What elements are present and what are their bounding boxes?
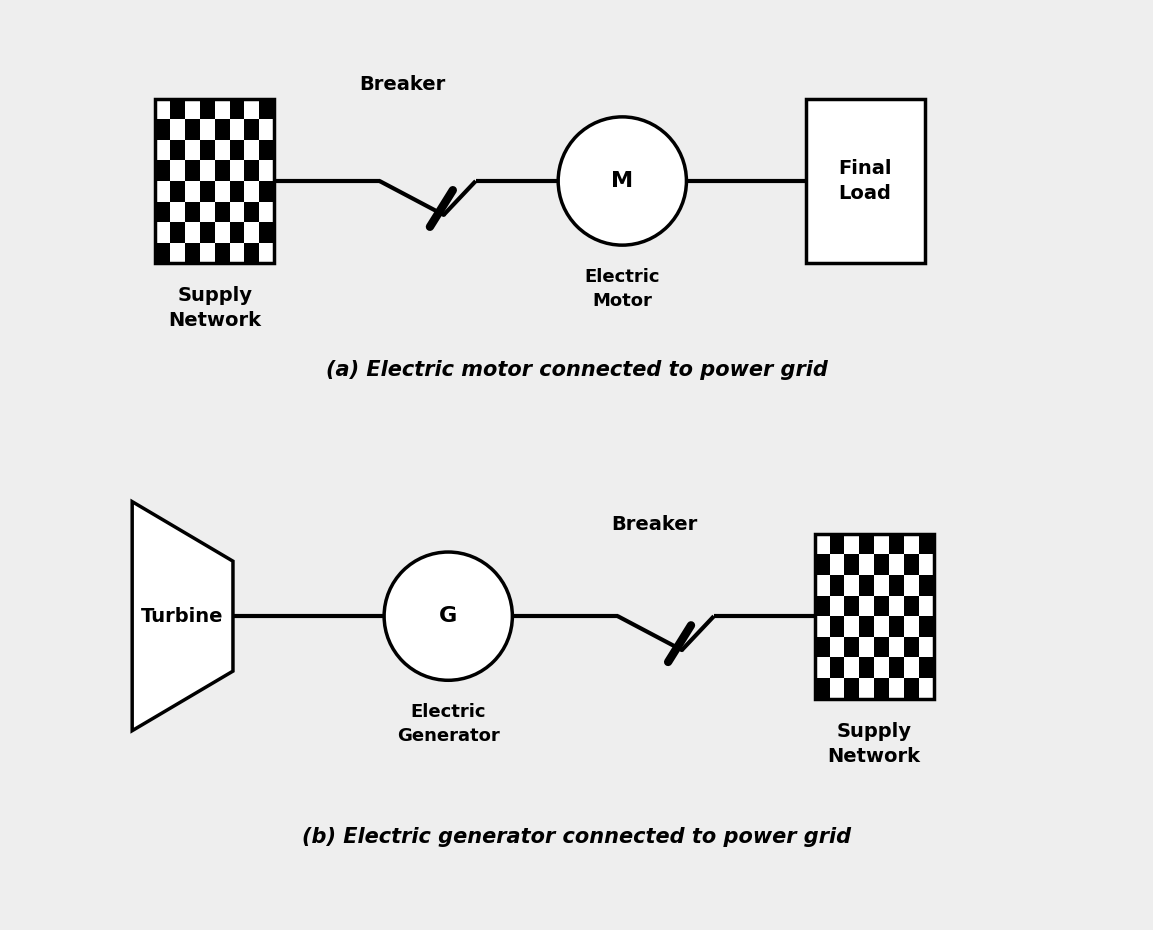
Polygon shape — [844, 554, 859, 575]
Polygon shape — [184, 243, 199, 263]
Polygon shape — [874, 637, 889, 658]
Polygon shape — [829, 617, 844, 637]
Text: Supply
Network: Supply Network — [168, 286, 261, 330]
Polygon shape — [874, 554, 889, 575]
Polygon shape — [229, 222, 244, 243]
Text: Electric
Motor: Electric Motor — [585, 268, 660, 310]
Polygon shape — [229, 140, 244, 160]
Polygon shape — [156, 119, 169, 140]
Polygon shape — [199, 140, 214, 160]
Polygon shape — [184, 119, 199, 140]
Polygon shape — [874, 678, 889, 698]
Polygon shape — [889, 534, 904, 554]
Polygon shape — [169, 99, 184, 119]
Polygon shape — [169, 140, 184, 160]
Text: Final
Load: Final Load — [838, 159, 891, 203]
Polygon shape — [199, 222, 214, 243]
Polygon shape — [244, 119, 259, 140]
Polygon shape — [889, 658, 904, 678]
Polygon shape — [919, 617, 934, 637]
Polygon shape — [829, 534, 844, 554]
Polygon shape — [244, 202, 259, 222]
Polygon shape — [874, 595, 889, 617]
Polygon shape — [844, 595, 859, 617]
Polygon shape — [815, 534, 934, 698]
Polygon shape — [244, 160, 259, 181]
Polygon shape — [244, 243, 259, 263]
Polygon shape — [829, 575, 844, 595]
Polygon shape — [214, 202, 229, 222]
Circle shape — [384, 552, 512, 680]
Polygon shape — [844, 678, 859, 698]
Text: Supply
Network: Supply Network — [828, 722, 921, 765]
Polygon shape — [919, 658, 934, 678]
Polygon shape — [169, 222, 184, 243]
Text: G: G — [439, 606, 458, 626]
Polygon shape — [156, 99, 274, 263]
Text: Breaker: Breaker — [611, 514, 698, 534]
Polygon shape — [229, 181, 244, 202]
Polygon shape — [806, 99, 925, 263]
Polygon shape — [844, 637, 859, 658]
Polygon shape — [156, 243, 169, 263]
Polygon shape — [259, 99, 274, 119]
Text: M: M — [611, 171, 633, 191]
Text: Turbine: Turbine — [142, 606, 224, 626]
Polygon shape — [904, 554, 919, 575]
Polygon shape — [259, 222, 274, 243]
Polygon shape — [214, 160, 229, 181]
Polygon shape — [859, 575, 874, 595]
Polygon shape — [859, 658, 874, 678]
Polygon shape — [815, 554, 829, 575]
Circle shape — [558, 117, 686, 246]
Polygon shape — [815, 595, 829, 617]
Polygon shape — [133, 501, 233, 731]
Polygon shape — [815, 637, 829, 658]
Polygon shape — [259, 181, 274, 202]
Polygon shape — [859, 617, 874, 637]
Text: (b) Electric generator connected to power grid: (b) Electric generator connected to powe… — [302, 827, 851, 847]
Polygon shape — [815, 678, 829, 698]
Text: (a) Electric motor connected to power grid: (a) Electric motor connected to power gr… — [325, 360, 828, 379]
Polygon shape — [169, 181, 184, 202]
Polygon shape — [919, 534, 934, 554]
Text: Breaker: Breaker — [360, 75, 445, 94]
Polygon shape — [919, 575, 934, 595]
Polygon shape — [156, 160, 169, 181]
Polygon shape — [156, 202, 169, 222]
Polygon shape — [889, 575, 904, 595]
Polygon shape — [904, 595, 919, 617]
Polygon shape — [904, 637, 919, 658]
Polygon shape — [904, 678, 919, 698]
Text: Electric
Generator: Electric Generator — [397, 703, 499, 745]
Polygon shape — [214, 243, 229, 263]
Polygon shape — [199, 99, 214, 119]
Polygon shape — [199, 181, 214, 202]
Polygon shape — [214, 119, 229, 140]
Polygon shape — [829, 658, 844, 678]
Polygon shape — [859, 534, 874, 554]
Polygon shape — [259, 140, 274, 160]
Polygon shape — [184, 202, 199, 222]
Polygon shape — [889, 617, 904, 637]
Polygon shape — [229, 99, 244, 119]
Polygon shape — [184, 160, 199, 181]
